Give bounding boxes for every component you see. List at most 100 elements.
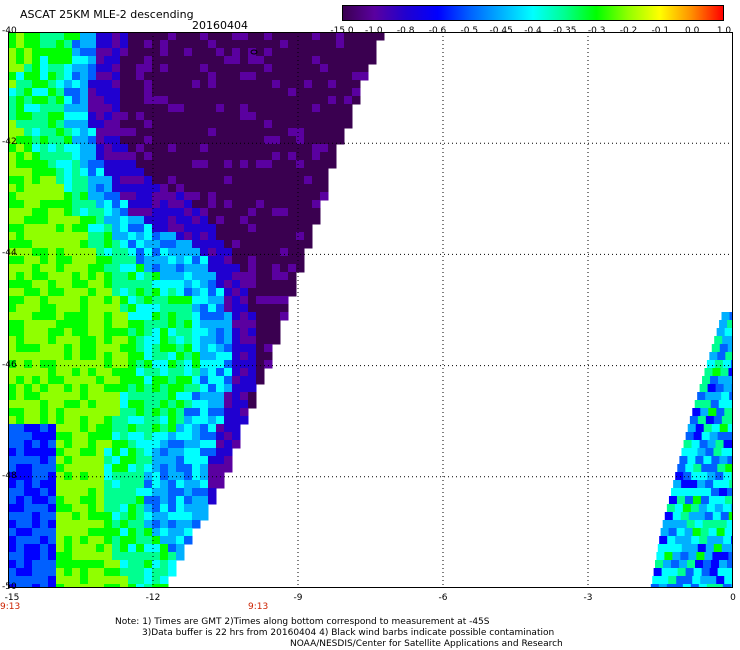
- data-pixel: [48, 296, 57, 305]
- data-pixel: [336, 64, 345, 73]
- data-pixel: [272, 72, 281, 81]
- data-pixel: [96, 224, 105, 233]
- data-pixel: [56, 232, 65, 241]
- data-pixel: [272, 288, 281, 297]
- data-pixel: [715, 384, 725, 393]
- data-pixel: [56, 176, 65, 185]
- data-pixel: [176, 368, 185, 377]
- data-pixel: [216, 480, 225, 489]
- data-pixel: [56, 136, 65, 145]
- data-pixel: [692, 528, 702, 537]
- data-pixel: [56, 288, 65, 297]
- data-pixel: [264, 320, 273, 329]
- data-pixel: [144, 560, 153, 569]
- data-pixel: [176, 232, 185, 241]
- data-pixel: [40, 472, 49, 481]
- data-pixel: [160, 184, 169, 193]
- data-pixel: [208, 368, 217, 377]
- data-pixel: [120, 536, 129, 545]
- data-pixel: [88, 40, 97, 49]
- data-pixel: [216, 136, 225, 145]
- data-pixel: [256, 40, 265, 49]
- data-pixel: [152, 152, 161, 161]
- lon-tick-label: -3: [583, 593, 593, 603]
- data-pixel: [104, 552, 113, 561]
- data-pixel: [729, 312, 733, 321]
- data-pixel: [724, 328, 733, 337]
- data-pixel: [40, 408, 49, 417]
- data-pixel: [112, 48, 121, 57]
- data-pixel: [272, 240, 281, 249]
- data-pixel: [48, 248, 57, 257]
- data-pixel: [192, 280, 201, 289]
- data-pixel: [48, 464, 57, 473]
- data-pixel: [320, 152, 329, 161]
- data-pixel: [32, 32, 41, 41]
- data-pixel: [24, 488, 33, 497]
- data-pixel: [48, 176, 57, 185]
- data-pixel: [200, 232, 209, 241]
- data-pixel: [256, 240, 265, 249]
- data-pixel: [160, 376, 169, 385]
- data-pixel: [304, 56, 313, 65]
- data-pixel: [112, 536, 121, 545]
- data-pixel: [232, 424, 241, 433]
- data-pixel: [280, 112, 289, 121]
- chart-title: ASCAT 25KM MLE-2 descending: [20, 8, 194, 21]
- data-pixel: [168, 96, 177, 105]
- data-pixel: [144, 176, 153, 185]
- data-pixel: [304, 72, 313, 81]
- data-pixel: [80, 272, 89, 281]
- data-pixel: [48, 200, 57, 209]
- data-pixel: [216, 112, 225, 121]
- data-pixel: [96, 448, 105, 457]
- data-pixel: [112, 432, 121, 441]
- data-pixel: [72, 488, 81, 497]
- data-pixel: [16, 544, 25, 553]
- data-pixel: [16, 280, 25, 289]
- data-pixel: [232, 432, 241, 441]
- data-pixel: [200, 152, 209, 161]
- data-pixel: [152, 552, 161, 561]
- data-pixel: [64, 104, 73, 113]
- data-pixel: [666, 504, 676, 513]
- data-pixel: [144, 512, 153, 521]
- data-pixel: [714, 504, 724, 513]
- data-pixel: [312, 64, 321, 73]
- data-pixel: [64, 192, 73, 201]
- data-pixel: [112, 360, 121, 369]
- data-pixel: [208, 272, 217, 281]
- data-pixel: [112, 232, 121, 241]
- data-pixel: [264, 160, 273, 169]
- data-pixel: [706, 584, 716, 588]
- data-pixel: [96, 288, 105, 297]
- data-pixel: [240, 344, 249, 353]
- data-pixel: [240, 120, 249, 129]
- data-pixel: [80, 504, 89, 513]
- data-pixel: [168, 520, 177, 529]
- data-pixel: [280, 144, 289, 153]
- data-pixel: [184, 456, 193, 465]
- data-pixel: [224, 120, 233, 129]
- data-pixel: [681, 544, 691, 553]
- data-pixel: [344, 120, 353, 129]
- data-pixel: [168, 304, 177, 313]
- data-pixel: [72, 408, 81, 417]
- data-pixel: [272, 128, 281, 137]
- data-pixel: [240, 392, 249, 401]
- data-pixel: [200, 48, 209, 57]
- data-pixel: [24, 552, 33, 561]
- data-pixel: [128, 200, 137, 209]
- data-pixel: [16, 520, 25, 529]
- data-pixel: [200, 488, 209, 497]
- data-pixel: [224, 384, 233, 393]
- data-pixel: [709, 432, 719, 441]
- data-pixel: [112, 496, 121, 505]
- data-pixel: [144, 96, 153, 105]
- data-pixel: [192, 456, 201, 465]
- data-pixel: [88, 328, 97, 337]
- data-pixel: [184, 168, 193, 177]
- data-pixel: [72, 392, 81, 401]
- data-pixel: [256, 80, 265, 89]
- data-pixel: [192, 184, 201, 193]
